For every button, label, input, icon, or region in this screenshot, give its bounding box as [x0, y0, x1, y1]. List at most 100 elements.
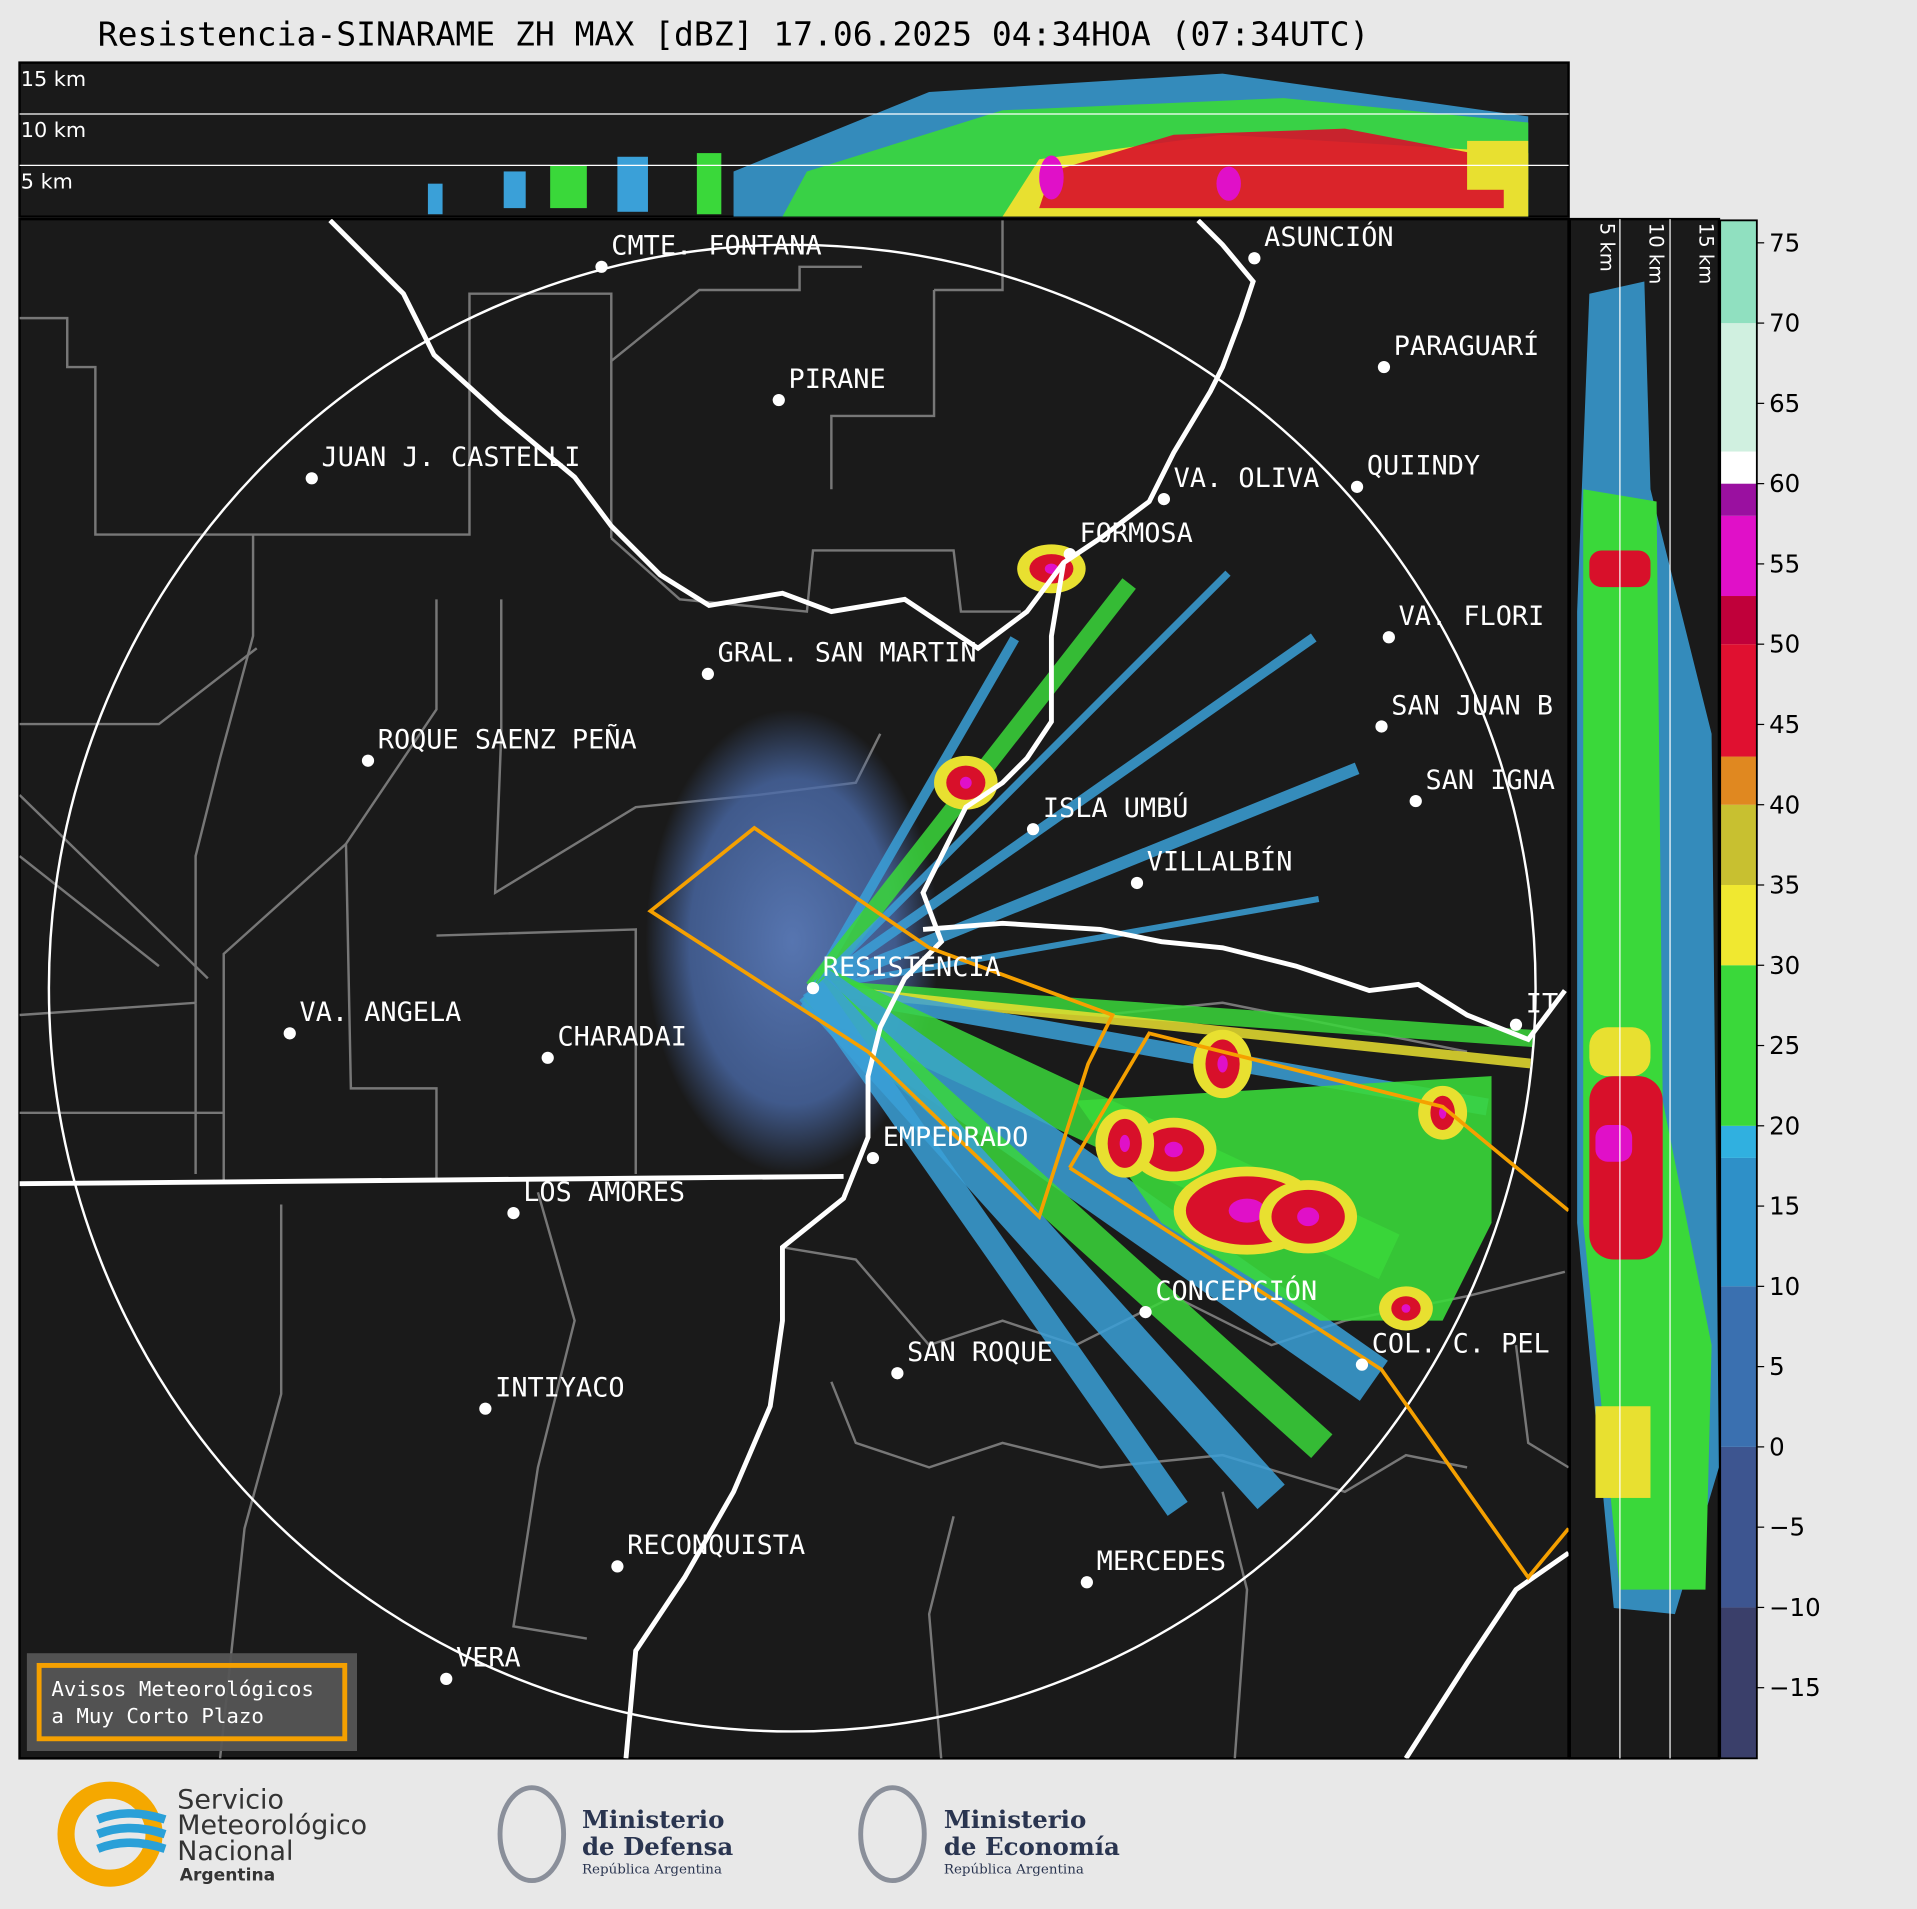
logo-text: Meteorológico [177, 1810, 367, 1841]
city-dot [507, 1206, 520, 1220]
echo-cell [1297, 1207, 1320, 1227]
colorbar-tick-label: 25 [1769, 1031, 1800, 1060]
height-label: 15 km [1694, 223, 1717, 284]
city-label: VA. OLIVA [1174, 463, 1320, 494]
city-label: QUIINDY [1367, 451, 1480, 482]
city-dot [541, 1051, 554, 1064]
city-label: VILLALBÍN [1147, 846, 1293, 878]
city-label: IT [1526, 989, 1558, 1020]
colorbar-band [1720, 804, 1757, 885]
echo-cell [1401, 1304, 1411, 1313]
city-label: PIRANE [789, 364, 886, 395]
colorbar-tick-label: 60 [1769, 469, 1800, 498]
city-dot [1026, 823, 1040, 836]
city-dot [361, 754, 375, 767]
city-label: PARAGUARÍ [1394, 330, 1540, 362]
city-dot [701, 667, 714, 681]
map: CMTE. FONTANA PIRANE JUAN J. CASTELLI ASUNC… [18, 217, 1570, 1760]
city-label: MERCEDES [1097, 1546, 1226, 1577]
legend-text: a Muy Corto Plazo [51, 1704, 264, 1728]
colorbar-band [1720, 884, 1757, 966]
colorbar-band [1720, 451, 1757, 484]
city-label: RESISTENCIA [823, 952, 1001, 983]
city-label: COL. C. PEL [1372, 1328, 1550, 1359]
echo-cell [1217, 1055, 1228, 1073]
colorbar-band [1720, 1157, 1757, 1287]
colorbar-band [1720, 1607, 1757, 1759]
colorbar-tick-label: 30 [1769, 951, 1800, 980]
city-dot [611, 1560, 624, 1573]
city-label: SAN IGNA [1426, 765, 1555, 796]
colorbar-tick-label: 45 [1769, 710, 1800, 739]
city-dot [595, 260, 608, 273]
rivers [19, 219, 1569, 1759]
city-dot [1130, 876, 1144, 890]
city-label: RECONQUISTA [627, 1530, 805, 1561]
logo-text: República Argentina [582, 1862, 722, 1877]
city-dot [806, 982, 820, 995]
colorbar-band [1720, 515, 1757, 597]
colorbar-tick-label: 65 [1769, 389, 1800, 418]
echo-ray [810, 570, 1231, 991]
height-label: 5 km [21, 170, 73, 194]
footer: Servicio Meteorológico Nacional Argentin… [57, 1781, 1120, 1887]
colorbar-band [1720, 756, 1757, 805]
city-label: ASUNCIÓN [1264, 221, 1393, 253]
city-label: VERA [456, 1643, 521, 1674]
city-dot [1157, 492, 1171, 506]
city-dot [1509, 1018, 1523, 1031]
title: Resistencia-SINARAME ZH MAX [dBZ] 17.06.… [98, 15, 1370, 54]
colorbar-tick-label: 10 [1769, 1272, 1800, 1301]
logo-text: de Economía [944, 1832, 1120, 1861]
colorbar-tick-label: 55 [1769, 549, 1800, 578]
city-label: FORMOSA [1080, 518, 1193, 549]
height-label: 15 km [21, 67, 86, 91]
logo-text: Nacional [177, 1836, 293, 1867]
city-dot [891, 1367, 904, 1380]
echo-ray [802, 981, 1188, 1516]
colorbar-tick-label: 50 [1769, 630, 1800, 659]
colorbar-frame [1719, 219, 1758, 1760]
logo-text: República Argentina [944, 1862, 1084, 1877]
side-panel: 5 km 10 km 15 km [1568, 217, 1721, 1760]
echo-ray [810, 762, 1360, 994]
colorbar-band [1720, 323, 1757, 452]
city-label: LOS AMORES [523, 1177, 685, 1208]
city-dot [1382, 631, 1395, 644]
height-label: 5 km [1595, 223, 1618, 272]
city-dot [866, 1151, 880, 1165]
city-dot [479, 1402, 492, 1415]
city-label: VA. ANGELA [300, 997, 462, 1028]
city-label: EMPEDRADO [883, 1122, 1029, 1153]
city-label: SAN ROQUE [907, 1337, 1053, 1368]
colorbar-band [1720, 220, 1757, 324]
legend-text: Avisos Meteorológicos [51, 1677, 314, 1701]
city-dot [283, 1027, 296, 1040]
colorbar-band [1720, 1125, 1757, 1158]
colorbar-tick-label: 0 [1769, 1432, 1785, 1461]
echo-ray [808, 636, 1019, 991]
height-label: 10 km [1644, 223, 1667, 284]
city-dot [1139, 1305, 1152, 1319]
logo-text: Ministerio [944, 1805, 1086, 1834]
colorbar-band [1720, 1286, 1757, 1447]
colorbar-tick-label: −15 [1769, 1673, 1821, 1702]
height-label: 10 km [21, 118, 86, 142]
colorbar-band [1720, 1446, 1757, 1608]
city-dot [1375, 720, 1388, 733]
legend-box [26, 1653, 357, 1752]
colorbar-tick-label: 20 [1769, 1111, 1800, 1140]
colorbar-tick-label: 35 [1769, 871, 1800, 900]
colorbar-tick-label: 15 [1769, 1192, 1800, 1221]
colorbar-band [1720, 596, 1757, 645]
city-dot [1350, 480, 1364, 493]
city-dot [1377, 360, 1391, 374]
city-label: CONCEPCIÓN [1155, 1275, 1317, 1307]
echo-cell [959, 776, 972, 789]
colorbar-band [1720, 483, 1757, 516]
city-label: CMTE. FONTANA [611, 231, 821, 262]
echo-ray [810, 633, 1317, 993]
top-panel: 15 km 10 km 5 km [18, 61, 1570, 218]
